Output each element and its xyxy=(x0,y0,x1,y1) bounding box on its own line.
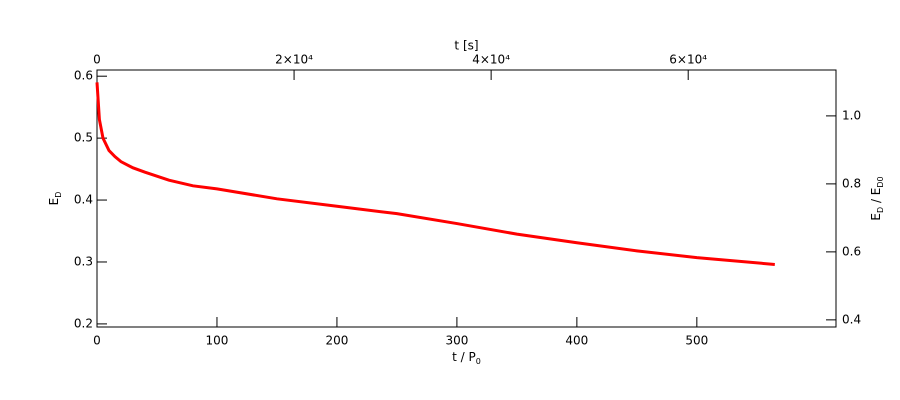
data-line xyxy=(95,82,775,266)
y2-axis-title-part: E xyxy=(869,213,883,221)
x-axis-title-part: t / P xyxy=(452,350,476,364)
x-axis-title: t / P0 xyxy=(452,350,481,367)
x-tick-label: 100 xyxy=(206,334,229,348)
x-axis-title-part: 0 xyxy=(476,357,481,366)
y-axis-title: ED xyxy=(47,192,64,206)
x-tick-label: 500 xyxy=(685,334,708,348)
x2-tick-label: 4×10⁴ xyxy=(472,53,510,67)
y2-axis-title-part: / E xyxy=(869,188,883,207)
y2-tick-label: 1.0 xyxy=(842,108,861,122)
y-tick-label: 0.6 xyxy=(74,69,93,83)
y-tick-label: 0.5 xyxy=(74,131,93,145)
y-tick-label: 0.2 xyxy=(74,316,93,330)
y-tick-label: 0.4 xyxy=(74,193,93,207)
y2-tick-label: 0.4 xyxy=(842,312,861,326)
y-axis-title-part: E xyxy=(47,198,61,206)
y2-tick-label: 0.8 xyxy=(842,176,861,190)
x-tick-label: 300 xyxy=(445,334,468,348)
x2-tick-label: 6×10⁴ xyxy=(669,53,707,67)
x2-tick-label: 0 xyxy=(93,53,101,67)
y2-axis-title-part: D xyxy=(876,207,885,213)
x-tick-label: 200 xyxy=(325,334,348,348)
y2-tick-label: 0.6 xyxy=(842,244,861,258)
x-tick-label: 0 xyxy=(93,334,101,348)
x2-tick-label: 2×10⁴ xyxy=(275,53,313,67)
x2-axis-title: t [s] xyxy=(454,39,478,53)
x-tick-label: 400 xyxy=(565,334,588,348)
plot-frame xyxy=(96,69,837,328)
y-tick-label: 0.3 xyxy=(74,254,93,268)
y2-axis-title: ED / ED0 xyxy=(869,176,886,220)
y-axis-title-part: D xyxy=(54,192,63,198)
y2-axis-title-part: D0 xyxy=(876,176,885,187)
